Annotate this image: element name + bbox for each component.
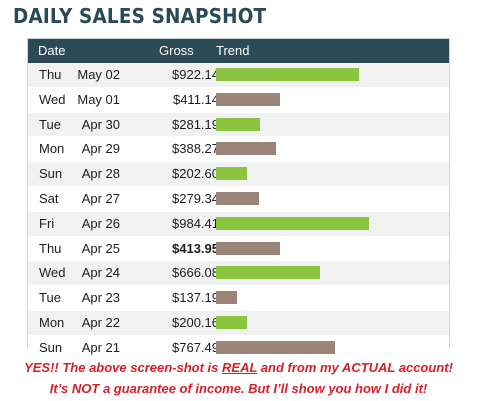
trend-bar	[216, 142, 276, 156]
table-row: Sun Apr 21 $767.49	[28, 335, 449, 361]
table-row: Sat Apr 27 $279.34	[28, 186, 449, 212]
row-gross: $666.08	[172, 265, 219, 281]
trend-bar	[216, 340, 335, 354]
row-day: Thu	[39, 240, 62, 256]
column-header-trend: Trend	[216, 43, 250, 58]
row-gross: $200.16	[172, 314, 219, 330]
disclaimer-line-2: It’s NOT a guarantee of income. But I’ll…	[49, 381, 428, 396]
disclaimer-line-1: YES!! The above screen-shot is REAL and …	[0, 360, 477, 375]
row-gross: $202.60	[172, 166, 219, 182]
disclaimer-emphasis: REAL	[222, 360, 258, 375]
table-body: Thu May 02 $922.14 Wed May 01 $411.14 Tue Apr 3…	[28, 63, 449, 361]
row-day: Fri	[39, 215, 55, 231]
trend-bar	[216, 191, 259, 205]
table-header: Date Gross Trend	[28, 39, 449, 63]
row-date: Apr 26	[81, 215, 120, 231]
column-header-gross: Gross	[159, 43, 194, 58]
table-row: Mon Apr 22 $200.16	[28, 311, 449, 336]
row-gross: $281.19	[172, 116, 219, 132]
row-gross: $984.41	[172, 215, 219, 231]
row-date: Apr 23	[81, 290, 120, 306]
disclaimer-part: YES!! The above screen-shot is	[24, 360, 223, 375]
table-row: Wed Apr 24 $666.08	[28, 261, 449, 287]
table-row: Thu Apr 25 $413.95	[28, 236, 449, 262]
row-date: Apr 30	[81, 116, 120, 132]
row-day: Mon	[39, 314, 65, 330]
row-date: Apr 21	[81, 339, 120, 355]
row-gross: $411.14	[172, 91, 219, 107]
row-day: Sun	[39, 166, 63, 182]
row-gross: $767.49	[172, 339, 219, 355]
row-date: Apr 25	[81, 240, 120, 256]
table-row: Tue Apr 30 $281.19	[28, 113, 449, 138]
trend-bar	[216, 291, 237, 305]
row-gross: $388.27	[172, 141, 219, 157]
trend-bar	[216, 68, 359, 81]
row-day: Mon	[39, 141, 65, 157]
row-gross: $279.34	[172, 190, 219, 206]
page-title: DAILY SALES SNAPSHOT	[13, 4, 267, 28]
disclaimer-part: and from my ACTUAL account!	[257, 360, 453, 375]
table-row: Wed May 01 $411.14	[28, 87, 449, 113]
sales-table: Date Gross Trend Thu May 02 $922.14 Wed May …	[27, 38, 450, 361]
row-date: Apr 22	[81, 314, 120, 330]
row-date: May 02	[77, 67, 120, 82]
row-day: Tue	[39, 290, 61, 306]
trend-bar	[216, 117, 260, 131]
trend-bar	[216, 241, 280, 255]
row-date: May 01	[77, 91, 120, 107]
row-day: Tue	[39, 116, 61, 132]
row-day: Sun	[39, 339, 63, 355]
row-gross: $137.19	[172, 290, 219, 306]
trend-bar	[216, 266, 320, 280]
table-row: Tue Apr 23 $137.19	[28, 286, 449, 311]
row-gross: $922.14	[172, 67, 219, 82]
row-day: Thu	[39, 67, 62, 82]
trend-bar	[216, 167, 247, 181]
row-day: Sat	[39, 190, 59, 206]
trend-bar	[216, 92, 280, 106]
table-row: Thu May 02 $922.14	[28, 63, 449, 88]
row-date: Apr 29	[81, 141, 120, 157]
table-row: Mon Apr 29 $388.27	[28, 137, 449, 163]
row-day: Wed	[39, 265, 66, 281]
table-row: Sun Apr 28 $202.60	[28, 162, 449, 187]
column-header-date: Date	[38, 43, 66, 58]
row-gross: $413.95	[172, 240, 219, 256]
row-date: Apr 27	[81, 190, 120, 206]
row-date: Apr 28	[81, 166, 120, 182]
trend-bar	[216, 216, 369, 230]
row-day: Wed	[39, 91, 66, 107]
row-date: Apr 24	[81, 265, 120, 281]
table-row: Fri Apr 26 $984.41	[28, 212, 449, 237]
trend-bar	[216, 315, 247, 329]
